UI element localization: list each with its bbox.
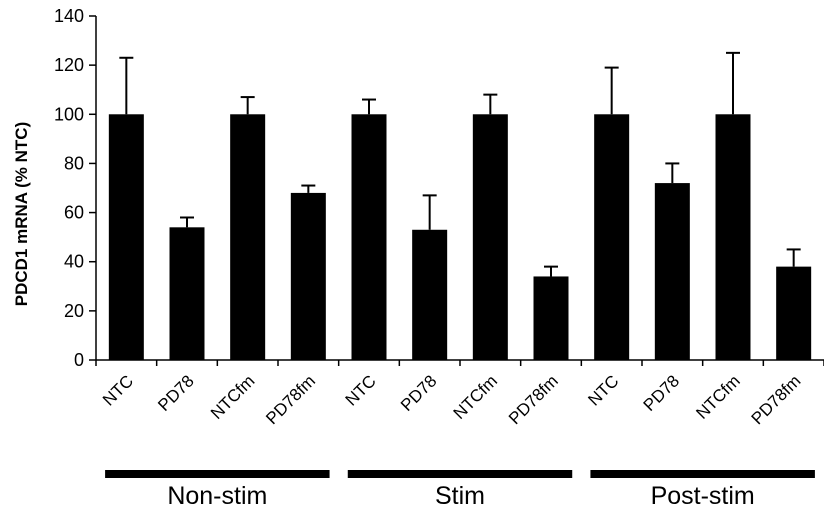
y-tick-label: 40 [64,252,84,272]
x-tick-label: PD78 [154,371,198,415]
x-tick-labels: NTC PD78 NTCfm PD78fm NTC PD78 NTCfm PD78fm NTC P… [99,371,804,428]
x-tick-label: NTC [584,371,622,409]
x-tick-label: NTC [342,371,380,409]
y-tick-label: 80 [64,153,84,173]
bar [230,114,266,361]
x-tick-label: PD78fm [748,371,805,428]
x-tick-label: PD78fm [505,371,562,428]
bar [108,114,144,361]
x-tick-label: NTCfm [207,371,258,422]
x-tick-label: PD78fm [262,371,319,428]
x-tick-label: NTC [99,371,137,409]
x-tick-label: PD78 [640,371,684,415]
group-label: Stim [435,482,485,510]
bar [654,183,690,360]
x-tick-label: PD78 [397,371,441,415]
bar [776,266,812,360]
x-tick-label: NTCfm [450,371,501,422]
bar [715,114,751,361]
error-bars [119,51,801,277]
axes [89,15,824,366]
group-labels: Non-stim Stim Post-stim [105,470,815,510]
group-bracket [590,470,815,478]
bar [290,192,326,360]
bar [412,229,448,360]
y-tick-label: 120 [54,55,84,75]
x-tick-label: NTCfm [692,371,743,422]
group-bracket [105,470,330,478]
group-label: Post-stim [651,482,755,510]
y-tick-label: 20 [64,301,84,321]
y-tick-label: 0 [74,350,84,370]
y-tick-labels: 0 20 40 60 80 100 120 140 [54,6,84,370]
group-bracket [347,470,573,478]
bar [533,276,569,360]
y-axis-label: PDCD1 mRNA (% NTC) [12,122,31,307]
bar [472,114,508,361]
group-label: Non-stim [167,482,267,510]
bars [108,114,812,361]
y-tick-label: 100 [54,104,84,124]
y-tick-label: 60 [64,203,84,223]
bar [351,114,387,361]
bar [169,227,205,360]
y-tick-label: 140 [54,6,84,26]
bar [594,114,630,361]
